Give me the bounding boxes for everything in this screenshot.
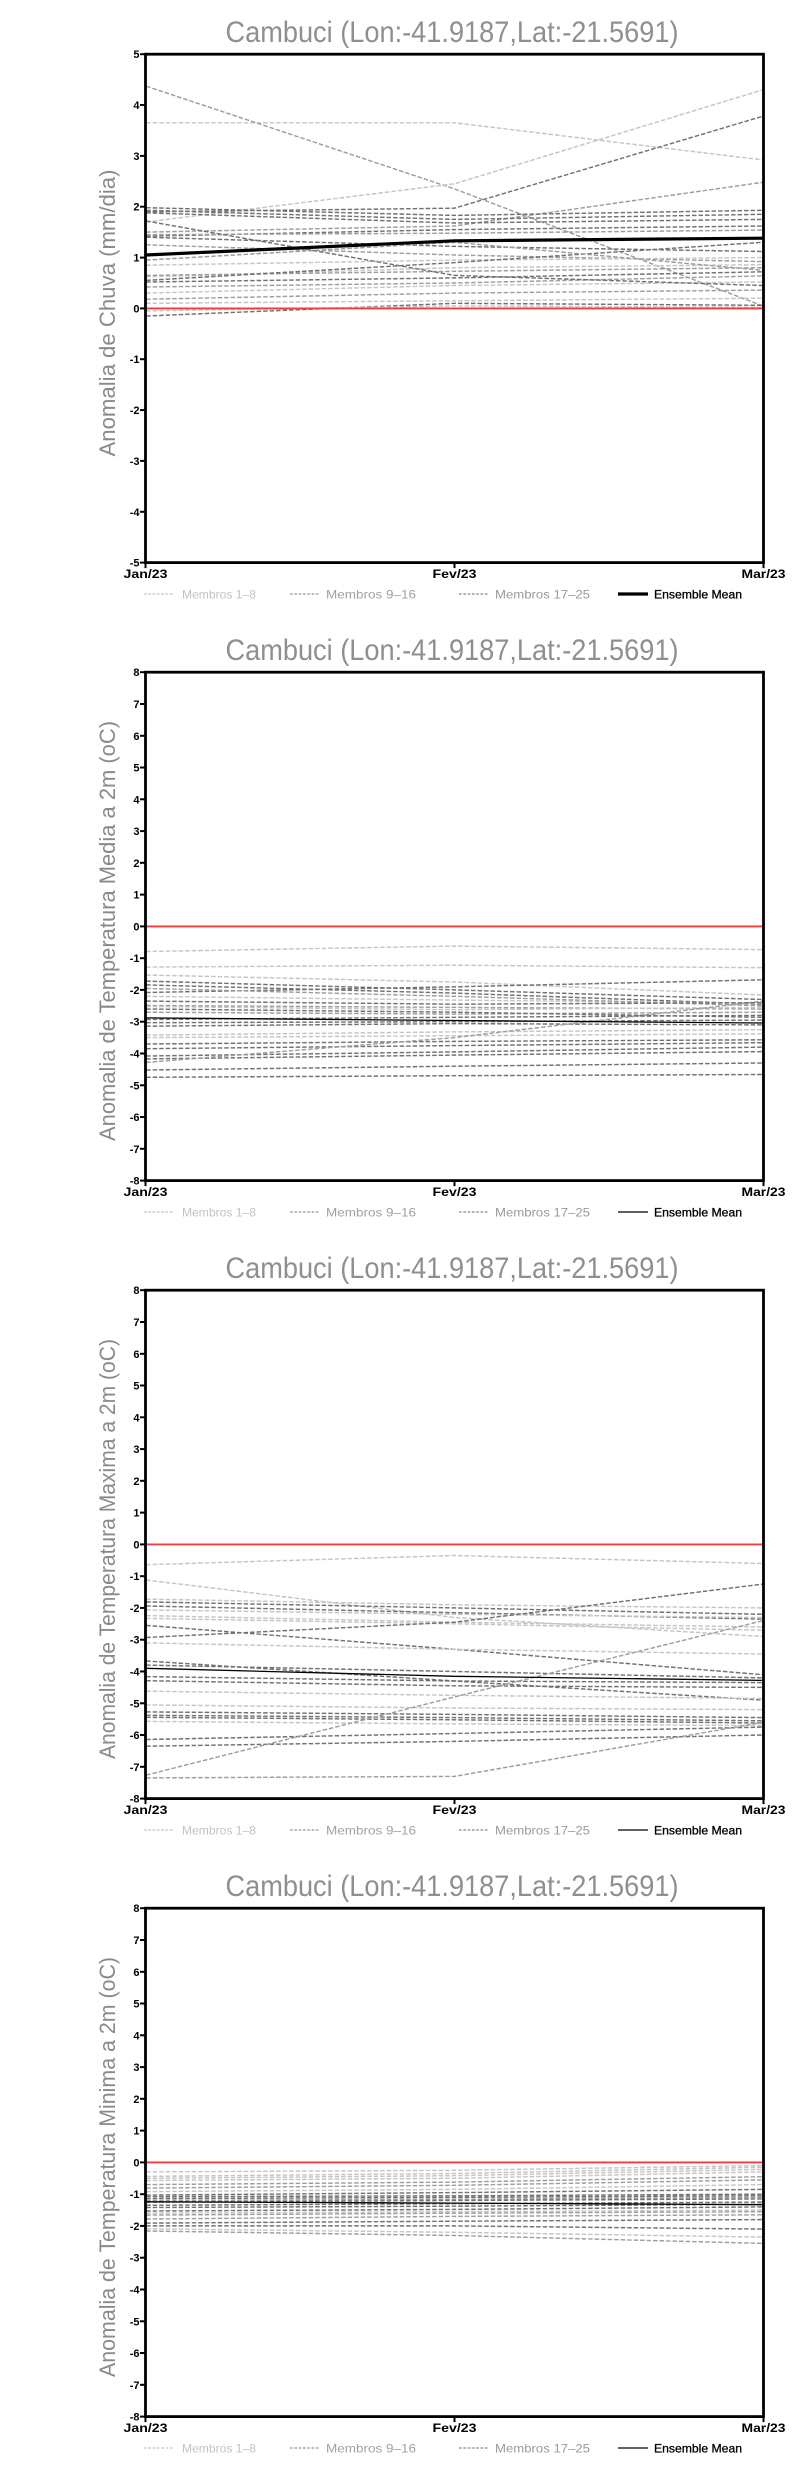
svg-text:Cambuci (Lon:-41.9187,Lat:-21.: Cambuci (Lon:-41.9187,Lat:-21.5691) xyxy=(226,634,679,667)
svg-text:Mar/23: Mar/23 xyxy=(742,2423,786,2435)
svg-text:Jan/23: Jan/23 xyxy=(124,2423,168,2435)
svg-text:4: 4 xyxy=(133,1412,140,1424)
svg-text:-8: -8 xyxy=(130,1176,140,1188)
svg-text:-1: -1 xyxy=(130,354,140,366)
svg-text:-1: -1 xyxy=(130,1571,140,1583)
svg-text:-7: -7 xyxy=(130,1762,140,1774)
svg-text:Mar/23: Mar/23 xyxy=(742,569,786,581)
svg-text:-5: -5 xyxy=(130,2316,140,2328)
svg-text:1: 1 xyxy=(133,253,139,265)
svg-text:-6: -6 xyxy=(130,1730,140,1742)
svg-text:Membros 9–16: Membros 9–16 xyxy=(326,1824,416,1838)
svg-text:Mar/23: Mar/23 xyxy=(742,1187,786,1199)
svg-text:0: 0 xyxy=(133,303,139,315)
svg-text:3: 3 xyxy=(133,151,139,163)
svg-text:7: 7 xyxy=(133,699,139,711)
svg-text:5: 5 xyxy=(133,763,139,775)
svg-text:Fev/23: Fev/23 xyxy=(433,2423,477,2435)
svg-text:7: 7 xyxy=(133,1935,139,1947)
svg-text:Anomalia de Temperatura Media: Anomalia de Temperatura Media a 2m (oC) xyxy=(95,721,120,1141)
svg-text:-4: -4 xyxy=(130,2285,141,2297)
svg-text:5: 5 xyxy=(133,49,139,61)
svg-text:Ensemble Mean: Ensemble Mean xyxy=(654,1206,742,1220)
svg-text:Membros 9–16: Membros 9–16 xyxy=(326,1206,416,1220)
svg-text:2: 2 xyxy=(133,858,139,870)
svg-text:-3: -3 xyxy=(130,1635,140,1647)
svg-text:3: 3 xyxy=(133,1444,139,1456)
svg-text:0: 0 xyxy=(133,921,139,933)
svg-text:-4: -4 xyxy=(130,1667,141,1679)
svg-text:5: 5 xyxy=(133,1381,139,1393)
svg-text:-2: -2 xyxy=(130,1603,140,1615)
svg-text:Membros 9–16: Membros 9–16 xyxy=(326,2442,416,2456)
svg-text:0: 0 xyxy=(133,1539,139,1551)
svg-text:Fev/23: Fev/23 xyxy=(433,569,477,581)
svg-text:-5: -5 xyxy=(130,558,140,570)
svg-text:1: 1 xyxy=(133,890,139,902)
svg-text:0: 0 xyxy=(133,2157,139,2169)
svg-text:Jan/23: Jan/23 xyxy=(124,1187,168,1199)
svg-text:Cambuci (Lon:-41.9187,Lat:-21.: Cambuci (Lon:-41.9187,Lat:-21.5691) xyxy=(226,1870,679,1903)
svg-text:-6: -6 xyxy=(130,1112,140,1124)
svg-text:Membros 1–8: Membros 1–8 xyxy=(182,1824,256,1838)
svg-text:Ensemble Mean: Ensemble Mean xyxy=(654,1824,742,1838)
svg-text:-3: -3 xyxy=(130,2253,140,2265)
svg-text:-5: -5 xyxy=(130,1080,140,1092)
svg-text:Membros 1–8: Membros 1–8 xyxy=(182,2442,256,2456)
svg-text:1: 1 xyxy=(133,1508,139,1520)
svg-text:6: 6 xyxy=(133,1349,139,1361)
svg-text:4: 4 xyxy=(133,2030,140,2042)
svg-text:-2: -2 xyxy=(130,2221,140,2233)
svg-text:Membros 1–8: Membros 1–8 xyxy=(182,1206,256,1220)
svg-text:-3: -3 xyxy=(130,1017,140,1029)
svg-text:-2: -2 xyxy=(130,985,140,997)
svg-text:-1: -1 xyxy=(130,953,140,965)
svg-text:-4: -4 xyxy=(130,507,141,519)
svg-text:6: 6 xyxy=(133,1967,139,1979)
svg-text:Membros 17–25: Membros 17–25 xyxy=(495,588,590,602)
svg-text:8: 8 xyxy=(133,667,139,679)
svg-text:-5: -5 xyxy=(130,1698,140,1710)
svg-text:Anomalia de Chuva (mm/dia): Anomalia de Chuva (mm/dia) xyxy=(95,170,120,457)
svg-text:Membros 17–25: Membros 17–25 xyxy=(495,1206,590,1220)
svg-text:-2: -2 xyxy=(130,405,140,417)
svg-text:6: 6 xyxy=(133,731,139,743)
svg-text:-7: -7 xyxy=(130,2380,140,2392)
svg-text:1: 1 xyxy=(133,2126,139,2138)
svg-text:Jan/23: Jan/23 xyxy=(124,1805,168,1817)
svg-text:-3: -3 xyxy=(130,456,140,468)
svg-text:5: 5 xyxy=(133,1999,139,2011)
svg-text:Membros 9–16: Membros 9–16 xyxy=(326,588,416,602)
svg-text:2: 2 xyxy=(133,1476,139,1488)
svg-text:3: 3 xyxy=(133,2062,139,2074)
svg-text:3: 3 xyxy=(133,826,139,838)
svg-text:Ensemble Mean: Ensemble Mean xyxy=(654,2442,742,2456)
svg-text:-8: -8 xyxy=(130,2412,140,2424)
svg-text:4: 4 xyxy=(133,794,140,806)
svg-text:Fev/23: Fev/23 xyxy=(433,1187,477,1199)
svg-text:-8: -8 xyxy=(130,1794,140,1806)
svg-text:Anomalia de Temperatura Maxima: Anomalia de Temperatura Maxima a 2m (oC) xyxy=(95,1339,120,1759)
svg-text:Membros 17–25: Membros 17–25 xyxy=(495,1824,590,1838)
svg-text:Cambuci (Lon:-41.9187,Lat:-21.: Cambuci (Lon:-41.9187,Lat:-21.5691) xyxy=(226,1252,679,1285)
svg-text:Ensemble Mean: Ensemble Mean xyxy=(654,588,742,602)
svg-text:-1: -1 xyxy=(130,2189,140,2201)
svg-text:-7: -7 xyxy=(130,1144,140,1156)
svg-text:Anomalia de Temperatura Minima: Anomalia de Temperatura Minima a 2m (oC) xyxy=(95,1957,120,2377)
svg-text:7: 7 xyxy=(133,1317,139,1329)
svg-text:Membros 1–8: Membros 1–8 xyxy=(182,588,256,602)
svg-text:4: 4 xyxy=(133,100,140,112)
svg-text:2: 2 xyxy=(133,2094,139,2106)
svg-text:2: 2 xyxy=(133,202,139,214)
svg-text:8: 8 xyxy=(133,1285,139,1297)
svg-text:-6: -6 xyxy=(130,2348,140,2360)
svg-text:8: 8 xyxy=(133,1903,139,1915)
svg-text:Fev/23: Fev/23 xyxy=(433,1805,477,1817)
svg-text:Mar/23: Mar/23 xyxy=(742,1805,786,1817)
svg-text:Membros 17–25: Membros 17–25 xyxy=(495,2442,590,2456)
svg-text:-4: -4 xyxy=(130,1049,141,1061)
svg-text:Jan/23: Jan/23 xyxy=(124,569,168,581)
svg-text:Cambuci (Lon:-41.9187,Lat:-21.: Cambuci (Lon:-41.9187,Lat:-21.5691) xyxy=(226,16,679,49)
